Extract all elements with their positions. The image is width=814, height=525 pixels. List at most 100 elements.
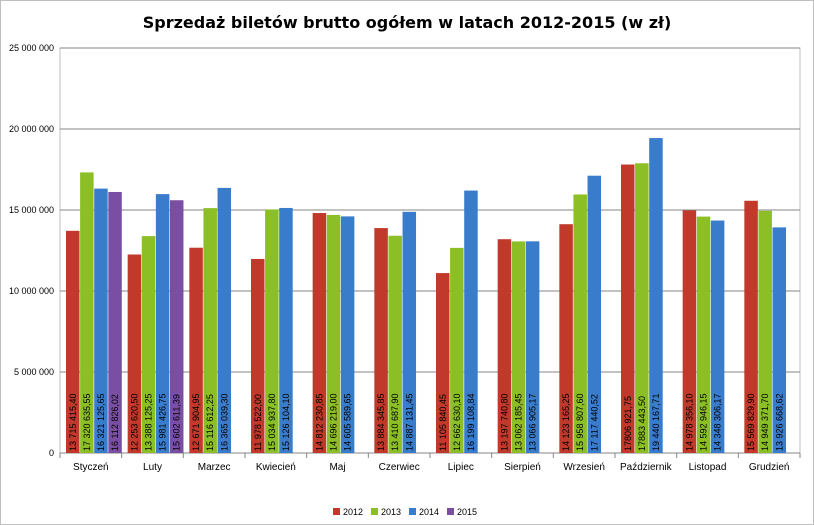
bar-2014-Styczeń [94,188,108,453]
data-label: 15 116 612,25 [205,394,215,451]
data-label: 17806 921,75 [623,396,633,451]
bar-2013-Październik [635,163,649,453]
legend-label: 2013 [381,507,401,517]
y-tick-label: 10 000 000 [9,286,54,296]
x-tick-label: Styczeń [73,462,109,473]
bar-2012-Marzec [189,247,203,453]
x-tick-label: Kwiecień [256,462,296,473]
data-label: 13 715 415,40 [68,393,78,451]
bar-2012-Czerwiec [374,228,388,453]
legend-swatch-2015 [447,508,454,515]
legend-label: 2012 [343,507,363,517]
bar-2012-Grudzień [744,200,758,453]
x-tick-label: Luty [143,462,162,473]
bar-2015-Styczeń [108,191,122,453]
data-label: 14 696 219,00 [329,393,339,451]
data-label: 15 981 426,75 [158,393,168,451]
data-label: 15 126 104,10 [281,393,291,451]
data-label: 14 348 306,17 [713,393,723,451]
bar-2013-Sierpień [511,241,526,453]
x-tick-label: Grudzień [749,462,790,473]
bar-2014-Maj [340,216,355,453]
bar-2015-Luty [169,200,184,453]
bar-2014-Październik [649,138,663,454]
bar-2013-Grudzień [758,210,772,453]
bar-2013-Marzec [203,208,217,453]
data-label: 16 321 125,65 [96,393,106,451]
bar-2013-Kwiecień [265,209,279,453]
data-label: 12 671 904,95 [191,393,201,451]
data-label: 17 320 635,55 [82,393,92,451]
data-label: 16 112 826,02 [110,394,120,451]
x-tick-label: Sierpień [504,462,541,473]
data-label: 14 978 356,10 [684,393,694,451]
bar-2014-Luty [155,194,170,453]
data-label: 15 602 611,39 [172,394,182,451]
data-label: 15 958 807,60 [575,393,585,451]
bar-2014-Listopad [710,220,725,453]
data-label: 13 197 740,80 [499,393,509,451]
bar-2012-Styczeń [66,230,80,453]
data-label: 13 066 905,17 [528,393,538,451]
data-label: 14 592 946,15 [699,393,709,451]
data-label: 15 034 937,80 [267,393,277,451]
bar-2014-Grudzień [772,227,787,453]
bar-2013-Czerwiec [388,235,402,453]
bar-2013-Styczeń [80,172,94,453]
bar-2014-Wrzesień [587,175,602,454]
x-tick-label: Lipiec [448,462,474,473]
bar-2013-Maj [326,214,341,453]
bar-2014-Kwiecień [279,207,293,453]
data-label: 11 978 522,00 [253,394,263,451]
bar-2012-Kwiecień [251,258,265,453]
x-tick-label: Czerwiec [379,462,420,473]
bar-2014-Lipiec [464,190,478,453]
y-tick-label: 15 000 000 [9,205,54,215]
legend-label: 2014 [419,507,439,517]
bar-2012-Sierpień [497,239,512,453]
data-label: 13 884 345,85 [376,393,386,451]
bar-2012-Maj [312,213,327,453]
x-tick-label: Marzec [198,462,231,473]
legend-swatch-2013 [371,508,378,515]
data-label: 16 199 108,84 [466,393,476,451]
bar-2013-Lipiec [450,247,464,453]
legend-swatch-2012 [333,508,340,515]
data-label: 16 365 039,30 [219,393,229,451]
data-label: 17 117 440,52 [589,394,599,451]
bar-2013-Listopad [696,216,711,453]
bar-2012-Listopad [682,210,697,453]
bar-2012-Luty [127,254,142,453]
data-label: 14 812 230,85 [314,393,324,451]
data-label: 13 410 687,90 [390,393,400,451]
y-tick-label: 0 [49,448,54,458]
legend-label: 2015 [457,507,477,517]
data-label: 13 062 185,45 [514,393,524,451]
bar-2012-Lipiec [436,273,450,453]
data-label: 14 605 589,65 [343,393,353,451]
y-tick-label: 5 000 000 [14,367,54,377]
bar-2013-Wrzesień [573,194,587,453]
data-label: 14 123 165,25 [561,393,571,451]
data-label: 14 887 131,45 [404,393,414,451]
y-tick-label: 20 000 000 [9,124,54,134]
data-label: 11 105 840,45 [438,394,448,451]
x-tick-label: Maj [329,462,345,473]
bar-2012-Październik [621,164,635,453]
data-label: 19 440 167,71 [651,393,661,451]
data-label: 13 388 125,25 [144,393,154,451]
bar-2013-Luty [141,236,156,453]
data-label: 15 569 829,90 [746,393,756,451]
data-label: 12 253 620,50 [129,393,139,451]
x-tick-label: Październik [620,462,673,473]
chart-title: Sprzedaż biletów brutto ogółem w latach … [142,13,672,32]
bar-2014-Sierpień [525,241,540,453]
data-label: 13 926 668,62 [774,393,784,451]
bar-2014-Marzec [217,187,232,454]
x-tick-label: Listopad [689,462,727,473]
data-label: 12 662 630,10 [452,393,462,451]
bar-2014-Czerwiec [402,211,417,453]
data-label: 17883 443,50 [637,396,647,451]
y-tick-label: 25 000 000 [9,43,54,53]
